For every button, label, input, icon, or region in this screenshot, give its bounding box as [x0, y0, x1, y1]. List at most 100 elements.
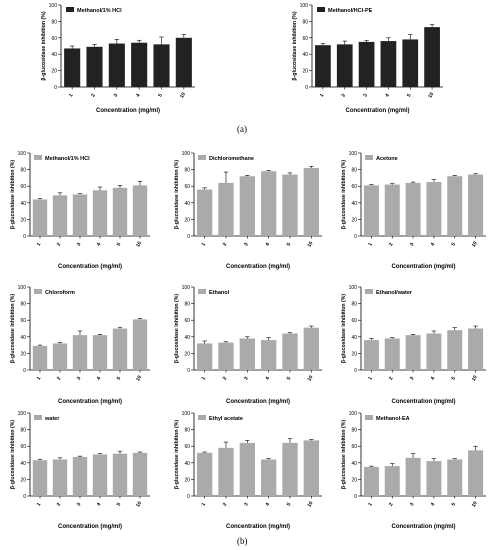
y-tick-label: 60 [351, 184, 357, 190]
x-axis-title: Concentration (mg/ml) [226, 524, 290, 530]
bar-10 [132, 319, 148, 370]
bar-3 [72, 456, 88, 496]
legend-swatch [34, 289, 42, 294]
x-tick-label: 1 [319, 93, 326, 99]
y-tick-label: 60 [184, 184, 190, 190]
x-tick-label: 1 [36, 242, 43, 248]
y-tick-label: 60 [20, 444, 26, 450]
bar-10 [303, 440, 320, 496]
legend-label: Methanol/1% HCl [45, 156, 90, 162]
y-tick-label: 0 [23, 368, 26, 374]
bar-10 [132, 185, 148, 236]
bar-3 [405, 182, 421, 236]
y-tick-label: 100 [300, 3, 309, 9]
chart-panel-6: 0 20 40 60 80 100 1 2 3 4 5 10 β-glucosidase inhibit… [10, 285, 150, 405]
x-tick-label: 2 [341, 93, 348, 99]
y-tick-label: 60 [51, 36, 57, 42]
x-tick-label: 5 [286, 376, 293, 382]
x-tick-label: 3 [76, 242, 83, 248]
x-tick-label: 1 [367, 502, 374, 508]
bar-1 [196, 452, 213, 496]
bar-10 [303, 327, 320, 370]
bar-4 [380, 41, 397, 87]
y-tick-label: 60 [184, 444, 190, 450]
legend-label: Acetone [376, 156, 398, 162]
legend-label: Dichloromethane [209, 156, 254, 162]
y-tick-label: 60 [20, 184, 26, 190]
x-tick-label: 4 [430, 242, 437, 248]
panel-label-b: (b) [237, 536, 248, 546]
legend-label: Methanol-EA [376, 416, 410, 422]
y-tick-label: 80 [184, 302, 190, 308]
x-tick-label: 5 [286, 502, 293, 508]
legend-label: Ethanol [209, 290, 230, 296]
y-tick-label: 20 [351, 477, 357, 483]
y-tick-label: 40 [20, 335, 26, 341]
y-tick-label: 80 [20, 302, 26, 308]
y-tick-label: 80 [20, 168, 26, 174]
y-tick-label: 20 [20, 351, 26, 357]
bar-4 [260, 171, 277, 236]
x-tick-label: 1 [367, 376, 374, 382]
x-axis-title: Concentration (mg/ml) [96, 108, 160, 114]
bar-5 [282, 442, 298, 496]
y-tick-label: 20 [351, 351, 357, 357]
y-tick-label: 80 [184, 428, 190, 434]
y-tick-label: 100 [182, 151, 191, 157]
x-tick-label: 10 [471, 240, 479, 248]
x-axis-title: Concentration (mg/ml) [58, 264, 122, 270]
x-tick-label: 4 [265, 376, 272, 382]
legend-label: Ethyl acetate [209, 416, 243, 422]
x-tick-label: 3 [243, 502, 250, 508]
bar-1 [32, 345, 48, 370]
y-tick-label: 80 [302, 19, 308, 25]
legend-swatch [365, 289, 373, 294]
y-tick-label: 20 [20, 477, 26, 483]
bar-3 [72, 194, 88, 236]
y-tick-label: 60 [351, 318, 357, 324]
bar-2 [86, 46, 103, 87]
x-axis-title: Concentration (mg/ml) [392, 524, 456, 530]
y-tick-label: 100 [182, 285, 191, 291]
x-tick-label: 10 [135, 500, 143, 508]
x-tick-label: 5 [116, 502, 123, 508]
legend-swatch [365, 415, 373, 420]
bar-3 [405, 457, 421, 496]
x-axis-title: Concentration (mg/ml) [58, 399, 122, 405]
y-tick-label: 0 [187, 494, 190, 500]
x-tick-label: 4 [384, 93, 391, 99]
x-tick-label: 3 [362, 93, 369, 99]
y-tick-label: 0 [354, 234, 357, 240]
legend-label: Methanol/HCl-PE [328, 8, 373, 14]
x-tick-label: 2 [388, 376, 395, 382]
bar-10 [468, 174, 484, 236]
x-tick-label: 10 [179, 91, 187, 99]
bar-1 [196, 189, 213, 236]
x-axis-title: Concentration (mg/ml) [392, 264, 456, 270]
bar-5 [112, 453, 128, 496]
bar-2 [336, 44, 353, 87]
y-tick-label: 80 [351, 168, 357, 174]
bar-4 [426, 461, 442, 496]
bar-1 [363, 466, 379, 496]
x-tick-label: 10 [135, 240, 143, 248]
bar-4 [131, 42, 148, 87]
y-axis-title: β-glucosidase inhibition (%) [10, 294, 16, 363]
y-tick-label: 20 [184, 477, 190, 483]
legend-swatch [365, 155, 373, 160]
bar-2 [218, 447, 234, 496]
y-tick-label: 40 [20, 201, 26, 207]
x-tick-label: 3 [243, 376, 250, 382]
x-tick-label: 5 [406, 93, 413, 99]
bar-10 [468, 450, 484, 496]
bar-10 [303, 167, 320, 236]
bar-5 [447, 176, 463, 236]
chart-panel-9: 0 20 40 60 80 100 1 2 3 4 5 10 β-glucosidase inhibit… [10, 411, 150, 530]
x-tick-label: 4 [96, 242, 103, 248]
legend-swatch [66, 7, 74, 12]
x-tick-label: 2 [90, 93, 97, 99]
x-tick-label: 4 [430, 376, 437, 382]
bar-3 [239, 176, 256, 236]
x-tick-label: 1 [201, 502, 208, 508]
y-tick-label: 0 [23, 494, 26, 500]
